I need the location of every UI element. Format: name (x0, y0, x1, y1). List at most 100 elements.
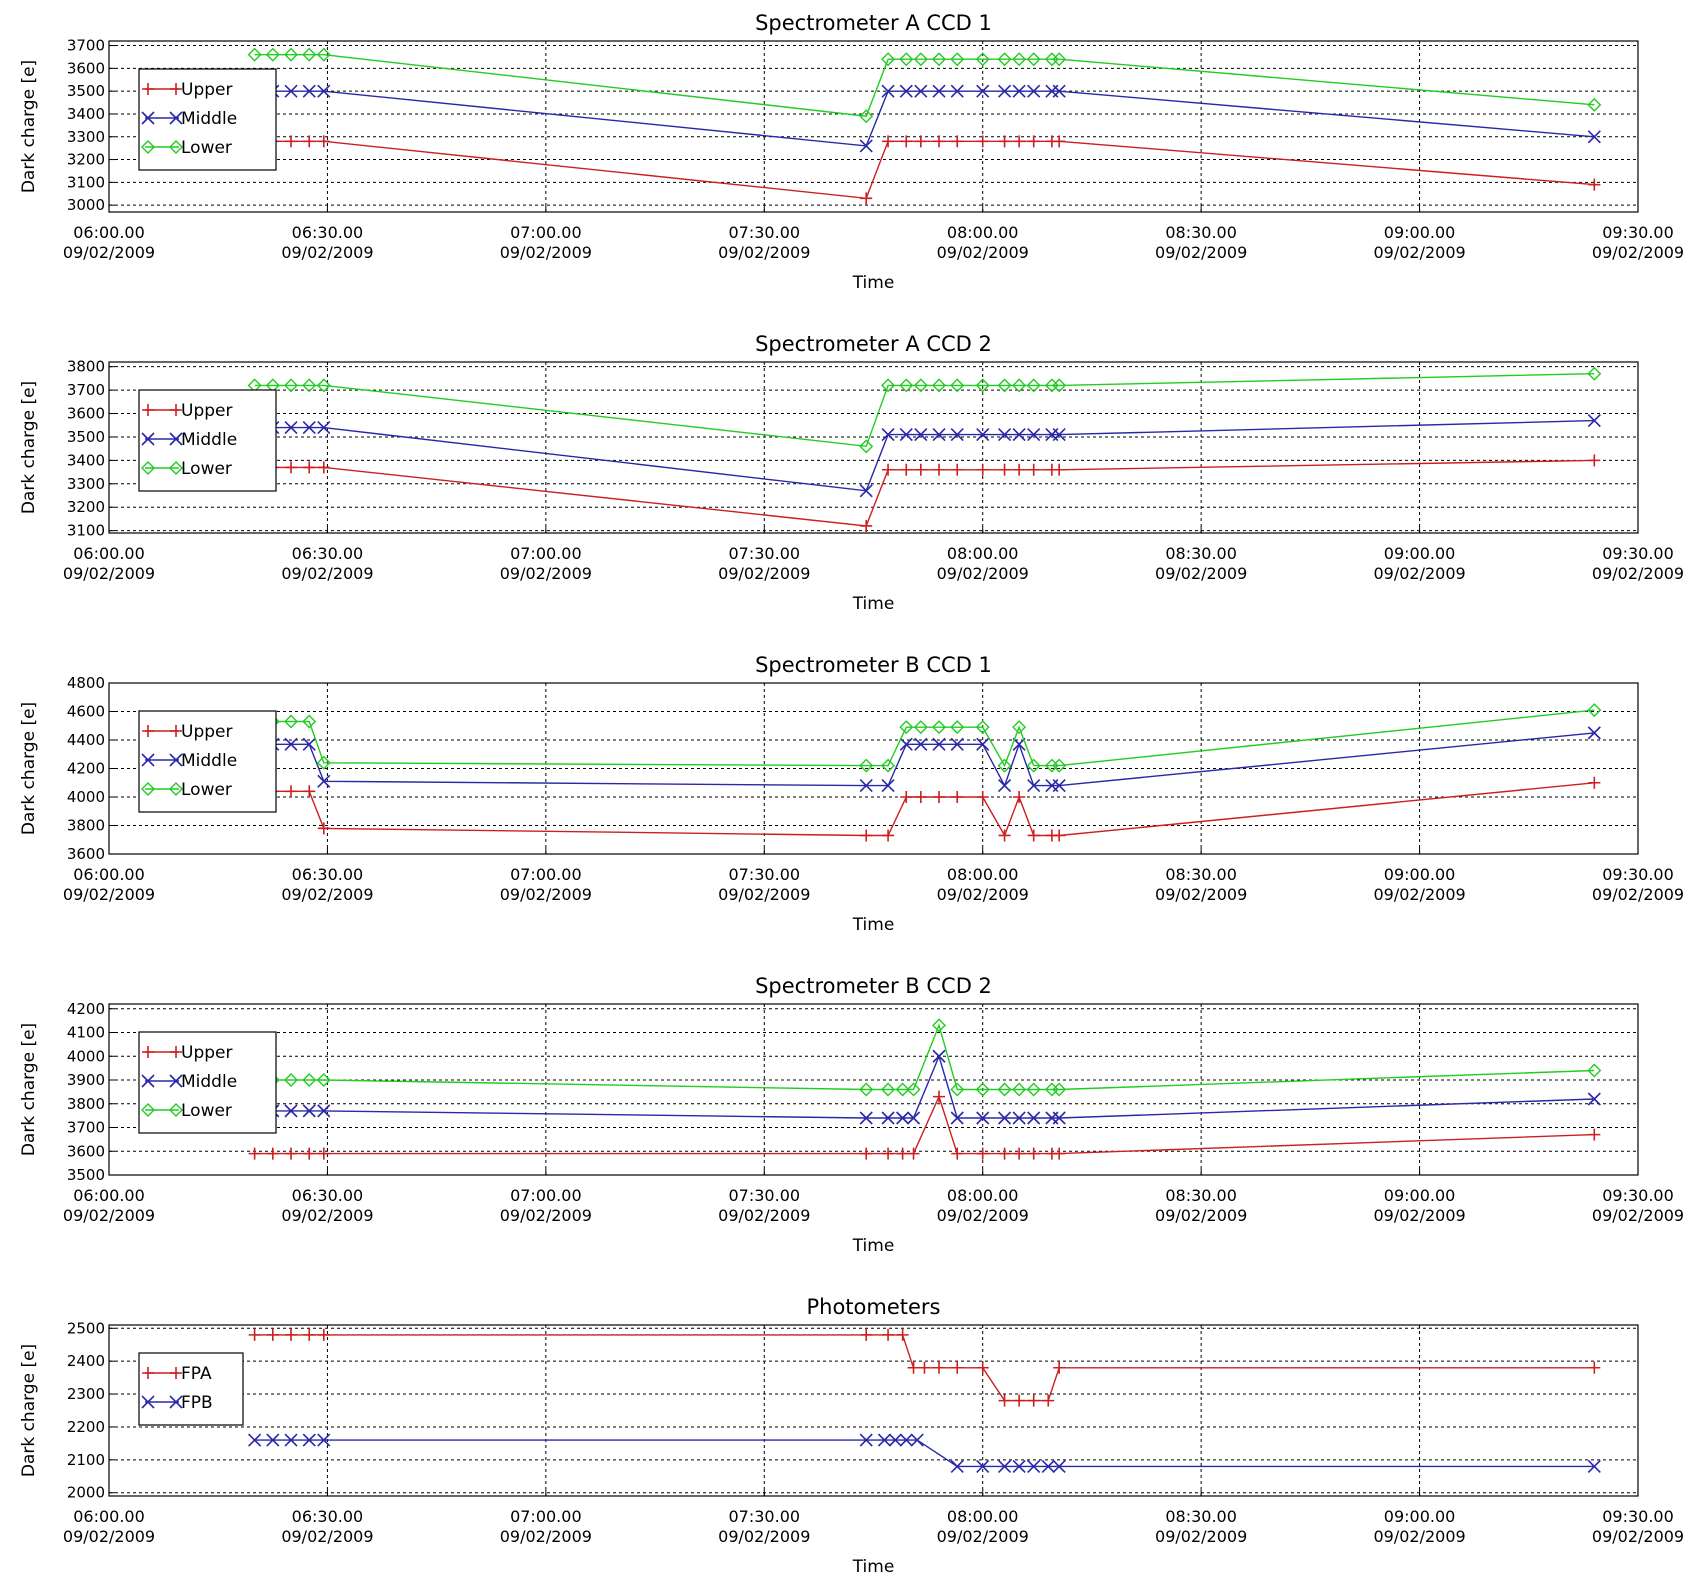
x-tick-date: 09/02/2009 (937, 243, 1029, 262)
data-point-fpb (1012, 1459, 1026, 1473)
data-point-lower (1052, 52, 1067, 67)
legend-box (138, 389, 277, 492)
x-tick-date: 09/02/2009 (1155, 243, 1247, 262)
x-axis-label: Time (852, 273, 895, 293)
data-point-lower (265, 47, 280, 62)
data-point-upper (882, 829, 895, 842)
data-point-upper (1013, 1147, 1026, 1160)
data-point-upper (933, 463, 946, 476)
data-point-lower (302, 1073, 317, 1087)
data-point-middle (899, 737, 913, 751)
legend-label: Lower (181, 459, 232, 479)
chart-title: Spectrometer A CCD 2 (755, 332, 992, 356)
data-point-upper (933, 791, 946, 803)
x-tick-date: 09/02/2009 (63, 564, 155, 583)
data-point-upper (303, 461, 316, 474)
x-tick-date: 09/02/2009 (63, 243, 155, 262)
plot-frame (108, 40, 1639, 213)
x-tick-date: 09/02/2009 (1155, 885, 1247, 904)
data-point-upper (1053, 829, 1066, 842)
data-point-lower (881, 1082, 896, 1097)
data-point-middle (1012, 737, 1026, 751)
y-tick-label: 2500 (67, 1319, 105, 1337)
data-point-lower (1026, 1082, 1041, 1097)
data-point-middle (302, 737, 316, 751)
data-point-fpb (248, 1433, 262, 1447)
legend-marker (142, 1046, 154, 1058)
x-tick-time: 09:00.00 (1384, 1507, 1456, 1526)
data-point-middle (914, 84, 928, 98)
data-point-middle (1052, 428, 1066, 442)
x-tick-date: 09/02/2009 (718, 1206, 810, 1225)
legend-marker (169, 1074, 183, 1088)
data-point-fpa (285, 1328, 298, 1341)
data-point-lower (975, 52, 990, 67)
x-tick-time: 06:30.00 (292, 865, 364, 884)
y-tick-label: 4600 (67, 703, 105, 721)
data-point-middle (302, 1104, 316, 1118)
data-point-lower (284, 714, 299, 729)
series-line-upper (254, 140, 1595, 200)
data-point-upper (998, 135, 1011, 148)
data-point-upper (303, 135, 316, 148)
y-tick-label: 3700 (67, 1119, 105, 1137)
data-point-upper (882, 135, 895, 148)
data-point-fpa (918, 1361, 931, 1374)
data-point-upper (303, 1147, 316, 1160)
series-upper (248, 776, 1601, 842)
data-point-fpa (860, 1328, 873, 1341)
data-point-upper (303, 785, 316, 798)
legend-marker (141, 111, 155, 125)
y-tick-label: 2200 (67, 1418, 105, 1436)
legend-marker (169, 111, 183, 125)
x-tick-time: 08:30.00 (1165, 1507, 1237, 1526)
series-lower (247, 366, 1602, 454)
plot-frame (108, 1003, 1639, 1176)
series-upper (248, 1090, 1601, 1160)
series-fpb (248, 1433, 1601, 1473)
x-tick-date: 09/02/2009 (1155, 1527, 1247, 1546)
data-point-lower (302, 378, 317, 393)
data-point-lower (975, 720, 990, 735)
x-tick-time: 08:30.00 (1165, 1186, 1237, 1205)
data-point-middle (859, 484, 873, 498)
legend-marker (169, 753, 183, 767)
x-tick-date: 09/02/2009 (1592, 564, 1684, 583)
series-line-middle (254, 90, 1595, 147)
data-point-middle (881, 779, 895, 793)
x-tick-date: 09/02/2009 (500, 564, 592, 583)
data-point-fpb (317, 1433, 331, 1447)
data-point-lower (302, 47, 317, 62)
series-upper (248, 135, 1601, 205)
data-point-upper (1588, 776, 1601, 789)
x-tick-time: 07:30.00 (729, 1186, 801, 1205)
data-point-upper (914, 791, 927, 803)
y-tick-label: 2100 (67, 1451, 105, 1469)
data-point-lower (1026, 378, 1041, 393)
data-point-upper (907, 1147, 920, 1160)
x-tick-time: 08:00.00 (947, 1186, 1019, 1205)
legend-label: Upper (181, 722, 232, 742)
legend-marker (169, 782, 183, 796)
x-tick-date: 09/02/2009 (937, 885, 1029, 904)
data-point-upper (1588, 454, 1601, 467)
legend-label: Upper (181, 401, 232, 421)
data-point-middle (1052, 1111, 1066, 1125)
series-line-middle (254, 1054, 1595, 1119)
data-point-middle (1587, 130, 1601, 144)
data-point-upper (1013, 135, 1026, 148)
data-point-fpa (998, 1394, 1011, 1407)
legend: FPA FPB (138, 1352, 244, 1426)
data-point-fpb (976, 1459, 990, 1473)
x-tick-date: 09/02/2009 (718, 243, 810, 262)
data-point-lower (932, 720, 947, 735)
x-tick-date: 09/02/2009 (937, 1527, 1029, 1546)
legend-marker (169, 432, 183, 446)
data-point-middle (317, 421, 331, 435)
y-tick-label: 3600 (67, 59, 105, 77)
legend-label: Upper (181, 1043, 232, 1063)
y-tick-label: 3700 (67, 381, 105, 399)
x-tick-time: 08:30.00 (1165, 544, 1237, 563)
data-point-upper (317, 822, 330, 835)
